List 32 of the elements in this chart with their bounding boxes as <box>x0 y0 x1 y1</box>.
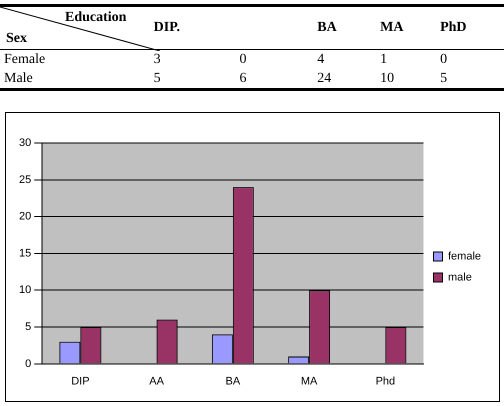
x-tick-label: BA <box>226 375 241 388</box>
x-tick-label: BA <box>313 6 376 50</box>
data-label: 5 <box>439 70 448 88</box>
legend-label: female <box>448 250 482 263</box>
x-axis-title: Education <box>65 10 126 26</box>
data-label: 3 <box>152 50 162 68</box>
x-tick-label: MA <box>300 375 318 388</box>
y-tick-label: 20 <box>18 210 32 223</box>
data-label: 4 <box>316 50 326 68</box>
y-tick-label: 30 <box>18 137 32 150</box>
data-label: 1 <box>379 50 388 68</box>
data-label: 0 <box>439 50 448 68</box>
y-tick-label: 25 <box>18 174 32 186</box>
y-tick-label: Female <box>3 50 46 68</box>
y-axis-title: Sex <box>6 31 27 47</box>
x-tick-label: DIP. <box>150 6 236 50</box>
y-tick-label: 15 <box>18 247 32 260</box>
data-label: 6 <box>238 70 248 88</box>
y-tick-label: Male <box>3 70 34 88</box>
x-tick-label: MA <box>376 6 436 50</box>
legend-label: male <box>448 272 472 284</box>
y-tick-label: 0 <box>25 358 32 370</box>
x-tick-label: AA <box>149 375 165 388</box>
data-label: 5 <box>152 70 162 88</box>
x-tick-label: DIP <box>71 375 90 388</box>
data-label: 24 <box>316 70 332 88</box>
y-tick-label: 10 <box>18 284 32 296</box>
x-tick-label: Phd <box>376 375 396 388</box>
data-label: 10 <box>379 70 396 88</box>
x-tick-label: PhD <box>436 6 504 50</box>
data-label: 0 <box>238 50 248 68</box>
y-tick-label: 5 <box>25 321 32 334</box>
